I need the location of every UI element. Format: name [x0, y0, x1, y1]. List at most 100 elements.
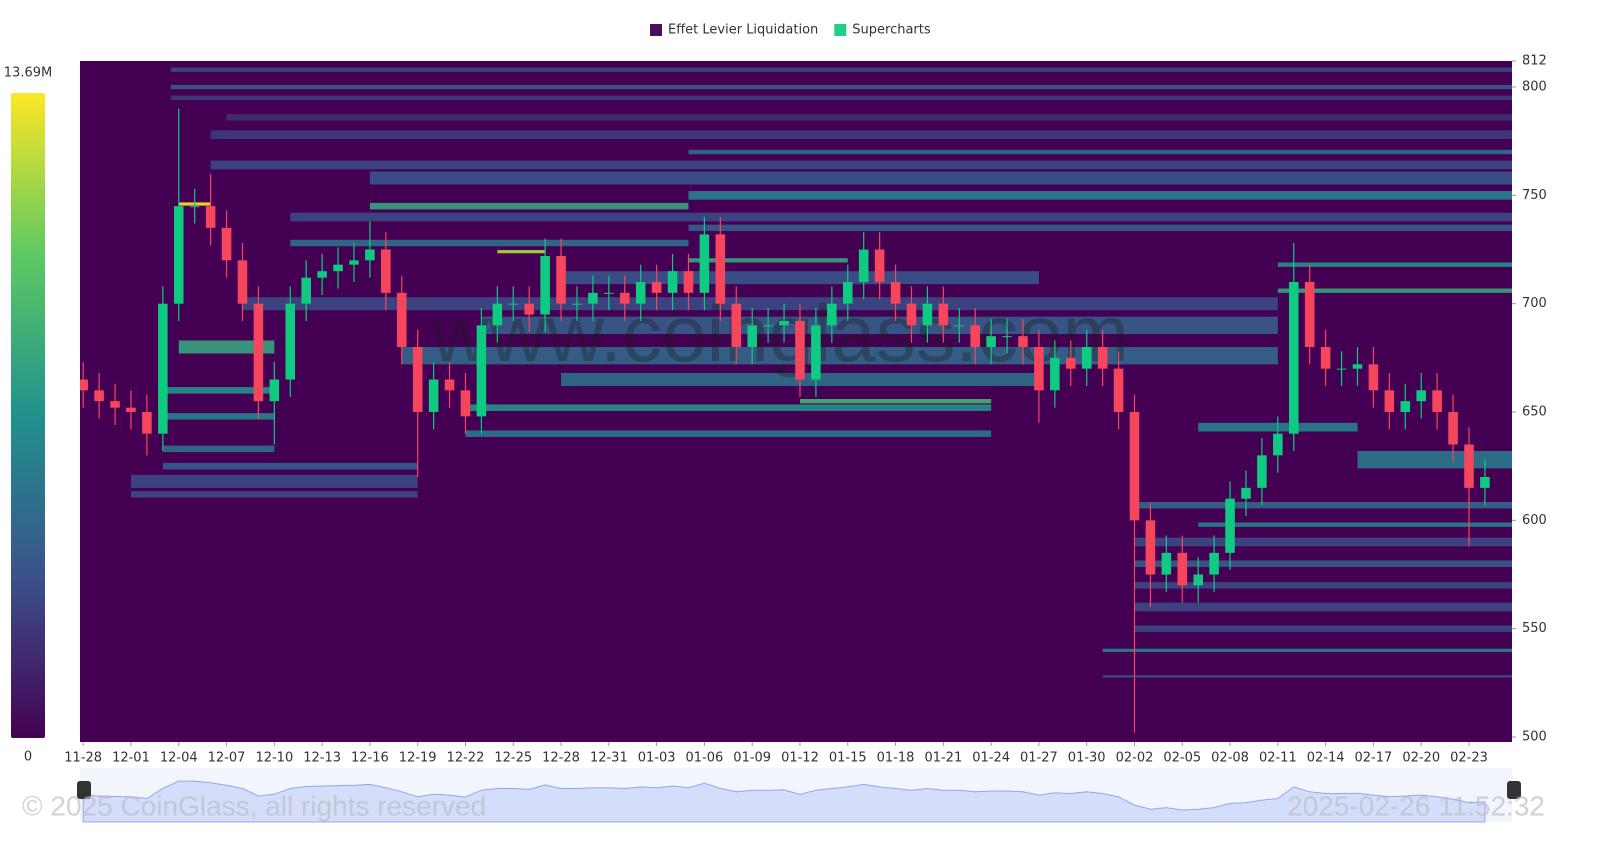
liquidation-level [162, 387, 275, 394]
candle-body [1480, 477, 1490, 488]
legend-label: Effet Levier Liquidation [668, 23, 818, 38]
legend-swatch [834, 24, 847, 36]
liquidation-level [1102, 675, 1512, 678]
liquidation-level [465, 404, 992, 411]
candle-body [763, 325, 773, 327]
candle-body [524, 303, 534, 315]
liquidation-level [170, 67, 1512, 72]
candle-body [173, 206, 184, 304]
liquidation-level [1277, 288, 1512, 293]
candle-body [1448, 412, 1458, 445]
y-tick-label: 750 [1522, 188, 1547, 203]
liquidation-level [162, 413, 275, 420]
candle-body [699, 234, 710, 293]
candle-body [1241, 487, 1251, 499]
candle-body [1384, 390, 1395, 413]
candle-body [396, 292, 407, 348]
candle-body [142, 412, 152, 434]
liquidation-level [481, 316, 1278, 335]
candle-body [1432, 390, 1442, 413]
candle-body [604, 292, 614, 294]
liquidation-level [226, 114, 1512, 121]
candle-body [1018, 336, 1028, 348]
candle-body [205, 206, 216, 228]
liquidation-level [130, 474, 418, 488]
legend: Effet Levier Liquidation Supercharts [650, 23, 931, 38]
y-tick-label: 812 [1522, 54, 1547, 69]
candle-body [110, 401, 120, 408]
liquidation-level [290, 212, 1512, 222]
candle-body [221, 227, 232, 261]
y-tick-label: 550 [1522, 621, 1547, 636]
liquidation-level [1134, 560, 1512, 567]
candle-body [349, 260, 359, 265]
candle-body [1050, 357, 1060, 391]
candle-body [269, 379, 280, 402]
liquidation-level [688, 191, 1512, 200]
liquidation-level [688, 258, 848, 263]
candle-body [938, 303, 949, 326]
candle-body [922, 303, 933, 326]
candle-body [1288, 282, 1299, 434]
navigator-handle[interactable] [1507, 781, 1521, 799]
candle-body [285, 303, 296, 380]
candle-body [508, 303, 519, 305]
liquidation-level [1134, 537, 1512, 547]
candle-body [970, 325, 980, 348]
liquidation-level [178, 340, 275, 354]
candle-body [842, 282, 853, 304]
copyright: © 2025 CoinGlass, all rights reserved [22, 790, 486, 821]
liquidation-level [170, 95, 1512, 101]
candle-body [126, 407, 136, 413]
liquidation-level [130, 491, 418, 498]
candle-body [1352, 364, 1363, 369]
y-tick-label: 500 [1522, 730, 1547, 745]
x-tick-label: 02-23 [1450, 751, 1488, 766]
liquidation-level [799, 399, 992, 404]
candle-body [365, 249, 375, 261]
liquidation-level [1134, 602, 1512, 612]
x-tick-label: 02-17 [1355, 751, 1393, 766]
liquidation-level [210, 160, 1512, 170]
candle-body [1416, 390, 1426, 402]
liquidation-level [369, 202, 689, 210]
x-tick-label: 12-22 [447, 751, 485, 766]
x-tick-label: 02-05 [1163, 751, 1201, 766]
candle-body [1257, 455, 1267, 488]
candle-body [189, 206, 200, 208]
liquidation-level [369, 171, 1512, 185]
candle-body [827, 303, 837, 326]
legend-swatch [650, 24, 662, 36]
candle-body [1320, 347, 1331, 369]
candle-body [492, 303, 503, 326]
y-tick-label: 650 [1522, 405, 1547, 420]
candle-body [333, 264, 343, 272]
candle-body [1400, 401, 1411, 413]
liquidation-level [1134, 582, 1512, 589]
colorbar-max: 13.69M [4, 66, 52, 81]
candle-body [1129, 412, 1140, 521]
candle-body [1065, 357, 1076, 369]
candle-body [795, 321, 805, 380]
candle-body [460, 390, 471, 417]
navigator [80, 768, 1512, 822]
candle-body [80, 379, 88, 391]
liquidation-level [688, 149, 1512, 155]
x-tick-label: 01-24 [972, 751, 1010, 766]
navigator-handle[interactable] [77, 781, 91, 799]
x-tick-label: 12-28 [542, 751, 580, 766]
candle-body [715, 234, 726, 304]
liquidation-level [162, 445, 275, 453]
navigator-area [82, 780, 1486, 823]
x-tick-label: 01-03 [638, 751, 676, 766]
candle-body [1193, 574, 1203, 586]
candle-body [1002, 336, 1012, 338]
liquidation-level [688, 224, 1512, 232]
candle-body [1097, 347, 1108, 369]
candle-body [1273, 433, 1283, 456]
candle-body [1081, 347, 1092, 369]
x-tick-label: 02-11 [1259, 751, 1297, 766]
candle-body [381, 249, 391, 293]
x-tick-label: 12-13 [303, 751, 341, 766]
